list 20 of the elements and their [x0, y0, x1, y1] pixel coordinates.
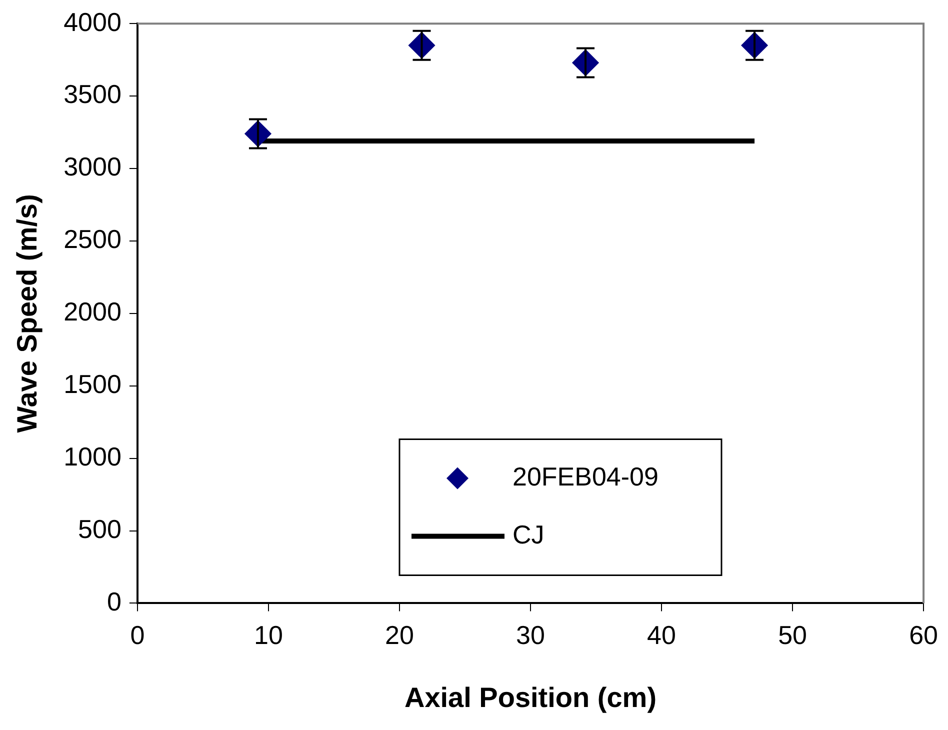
x-tick-label: 30	[516, 620, 545, 650]
y-tick-label: 2000	[64, 296, 122, 327]
x-tick-label: 10	[254, 620, 283, 650]
legend-label: 20FEB04-09	[512, 461, 658, 492]
y-tick-label: 3000	[64, 152, 122, 182]
y-tick-label: 4000	[64, 6, 122, 37]
y-axis-title: Wave Speed (m/s)	[12, 194, 43, 433]
x-tick-label: 20	[385, 620, 414, 650]
x-tick-label: 60	[909, 620, 938, 650]
x-tick-label: 50	[778, 620, 807, 650]
legend-label: CJ	[512, 519, 544, 550]
y-tick-label: 2500	[64, 224, 122, 254]
x-tick-label: 0	[130, 620, 145, 650]
y-tick-label: 500	[78, 514, 122, 544]
y-tick-label: 0	[106, 586, 122, 616]
y-tick-label: 1500	[64, 369, 122, 400]
y-tick-label: 3500	[64, 79, 122, 110]
x-axis-title: Axial Position (cm)	[404, 682, 657, 713]
y-tick-label: 1000	[64, 441, 122, 472]
x-tick-label: 40	[647, 620, 676, 650]
